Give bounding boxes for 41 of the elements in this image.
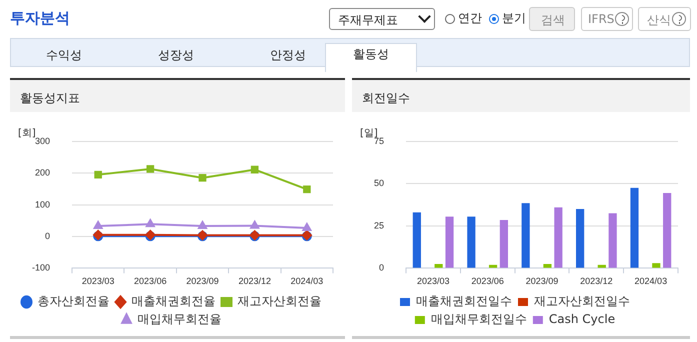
- x-tick-label: 2023/03: [416, 276, 450, 286]
- y-tick-label: 50: [374, 178, 384, 188]
- text: 성장성: [157, 47, 195, 64]
- legend-label: 재고자산회전일수: [534, 294, 630, 308]
- text: IFRS: [581, 7, 633, 31]
- legend-label: Cash Cycle: [548, 312, 616, 326]
- text: 수익성: [45, 47, 83, 64]
- y-tick-label: 0: [378, 262, 384, 273]
- x-tick-label: 2023/06: [134, 276, 167, 286]
- x-tick-label: 2024/03: [290, 276, 324, 286]
- chart-title: 회전일수: [352, 80, 690, 112]
- text: 검색: [529, 7, 575, 31]
- y-tick-label: -100: [32, 262, 50, 273]
- text: 주재무제표: [329, 8, 435, 30]
- y-tick-label: 300: [34, 136, 50, 146]
- y-tick-label: 200: [34, 168, 50, 178]
- text: 활동성: [325, 43, 417, 72]
- legend-label: 매입채무회전율: [138, 312, 222, 326]
- y-tick-label: 100: [34, 199, 50, 210]
- x-tick-label: 2024/03: [634, 276, 668, 286]
- text: 안정성: [269, 47, 307, 64]
- text: 산식: [638, 7, 691, 31]
- x-tick-label: 2023/09: [186, 276, 219, 286]
- y-tick-label: 25: [374, 220, 384, 230]
- text: 분기: [502, 10, 526, 27]
- x-tick-label: 2023/12: [238, 276, 271, 286]
- y-axis-title: [일]: [360, 128, 378, 139]
- x-tick-label: 2023/03: [82, 276, 114, 286]
- x-tick-label: 2023/12: [580, 276, 613, 286]
- x-tick-label: 2023/06: [471, 276, 504, 286]
- text: 연간: [458, 10, 482, 27]
- x-tick-label: 2023/09: [526, 276, 558, 286]
- y-axis-title: [회]: [18, 128, 36, 139]
- legend-label: 매출채권회전일수: [416, 294, 512, 308]
- legend-label: 총자산회전율: [38, 294, 110, 308]
- chart-title: 활동성지표: [10, 80, 345, 112]
- text: 투자분석: [10, 9, 70, 28]
- legend-label: 매출채권회전율: [132, 294, 216, 308]
- legend-label: 재고자산회전율: [238, 294, 322, 308]
- legend-label: 매입채무회전일수: [430, 312, 527, 326]
- y-tick-label: 0: [45, 230, 50, 241]
